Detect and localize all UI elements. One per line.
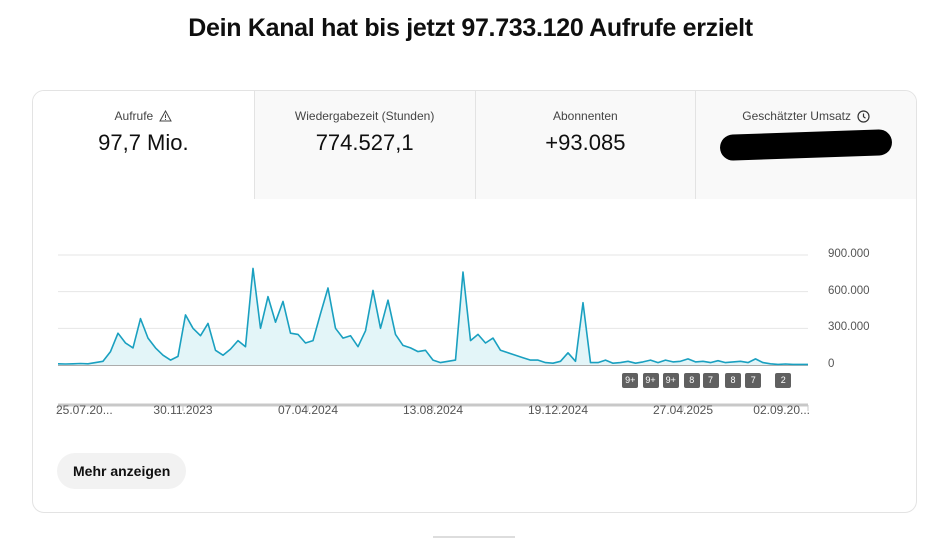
x-tick-label: 07.04.2024 bbox=[277, 403, 339, 417]
annotation-badge[interactable]: 7 bbox=[745, 373, 762, 388]
metric-value: 774.527,1 bbox=[315, 130, 414, 155]
page-title: Dein Kanal hat bis jetzt 97.733.120 Aufr… bbox=[188, 14, 753, 42]
show-more-button[interactable]: Mehr anzeigen bbox=[57, 453, 187, 489]
metric-tab-views[interactable]: Aufrufe 97,7 Mio. bbox=[33, 91, 254, 199]
annotation-badge[interactable]: 7 bbox=[702, 373, 719, 388]
x-tick-label: 30.11.2023 bbox=[153, 403, 213, 417]
views-chart bbox=[57, 254, 809, 411]
metric-tab-watch-time[interactable]: Wiedergabezeit (Stunden) 774.527,1 bbox=[253, 91, 475, 199]
clock-icon bbox=[857, 109, 870, 123]
warning-icon bbox=[159, 110, 173, 122]
scroll-indicator bbox=[433, 536, 515, 538]
metric-label: Wiedergabezeit (Stunden) bbox=[294, 109, 435, 123]
x-tick-label: 13.08.2024 bbox=[402, 403, 464, 417]
annotation-badge[interactable]: 2 bbox=[775, 373, 792, 388]
metric-label: Aufrufe bbox=[114, 109, 154, 123]
area-fill bbox=[58, 268, 808, 365]
metric-value: +93.085 bbox=[545, 130, 626, 155]
x-tick-label: 27.04.2025 bbox=[652, 403, 714, 417]
metric-label: Abonnenten bbox=[553, 109, 618, 123]
y-tick-label: 600.000 bbox=[828, 284, 870, 297]
annotation-badge[interactable]: 9+ bbox=[622, 373, 639, 388]
analytics-card: Aufrufe 97,7 Mio. Wiedergabezeit (Stunde… bbox=[32, 90, 917, 513]
views-line bbox=[57, 267, 808, 366]
annotation-badge[interactable]: 9+ bbox=[662, 373, 679, 388]
metric-tab-subscribers[interactable]: Abonnenten +93.085 bbox=[474, 91, 696, 199]
y-tick-label: 900.000 bbox=[828, 248, 870, 260]
metric-value: 97,7 Mio. bbox=[98, 130, 189, 155]
x-tick-label: 25.07.20... bbox=[56, 403, 113, 417]
x-tick-label: 19.12.2024 bbox=[527, 403, 589, 417]
annotation-badge[interactable]: 8 bbox=[683, 373, 700, 388]
metric-tab-revenue[interactable]: Geschätzter Umsatz bbox=[695, 91, 916, 199]
annotation-badge[interactable]: 9+ bbox=[642, 373, 659, 388]
annotation-badge[interactable]: 8 bbox=[725, 373, 741, 388]
metric-label: Geschätzter Umsatz bbox=[742, 109, 851, 123]
x-tick-label: 02.09.20... bbox=[753, 403, 810, 417]
y-tick-label: 300.000 bbox=[828, 321, 870, 334]
y-tick-label: 0 bbox=[828, 358, 835, 370]
